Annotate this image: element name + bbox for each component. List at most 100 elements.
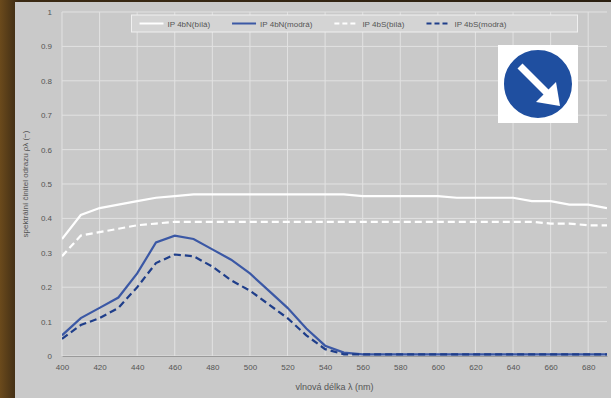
x-tick-label: 500: [244, 363, 258, 372]
grid-line-x: [212, 12, 213, 356]
x-tick-label: 520: [281, 363, 295, 372]
series-line: [62, 222, 607, 256]
grid-line-x: [362, 12, 363, 356]
grid-line-y: [62, 12, 607, 13]
x-tick: 500: [244, 356, 258, 372]
x-axis-line: [63, 356, 608, 357]
grid-line-x: [174, 12, 175, 356]
y-tick: 0.6: [41, 146, 62, 155]
grid-line-x: [437, 12, 438, 356]
grid-line-y: [62, 356, 607, 357]
y-tick: 0.3: [41, 249, 62, 258]
y-tick-label: 0.8: [41, 77, 53, 86]
grid-line-x: [62, 12, 63, 356]
x-tick: 580: [394, 356, 408, 372]
grid-line-y: [62, 184, 607, 185]
grid-line-y: [62, 149, 607, 150]
legend-label: IP 4bN(bílá): [168, 20, 211, 29]
series-line: [62, 255, 607, 355]
x-tick-label: 620: [469, 363, 483, 372]
y-tick: 0.1: [41, 318, 62, 327]
series-line: [62, 194, 607, 239]
y-axis: 0 0.1 0.2 0.3 0.4 0.5 0.6 0.7 0.8 0.9 1: [41, 8, 63, 361]
x-tick: 520: [281, 356, 295, 372]
y-tick-label: 0: [48, 352, 53, 361]
grid-line-x: [99, 12, 100, 356]
grid-line-x: [249, 12, 250, 356]
legend-swatch: [232, 23, 256, 25]
grid: [62, 12, 607, 356]
x-tick: 560: [357, 356, 371, 372]
y-tick: 0.8: [41, 77, 62, 86]
sign-circle: [503, 49, 573, 119]
legend: IP 4bN(bílá) IP 4bN(modrá) IP 4bS(bílá) IP …: [132, 15, 578, 32]
y-tick: 0.7: [41, 111, 62, 120]
y-tick-label: 0.9: [41, 42, 53, 51]
x-axis: 400 420 440 460 480 500 520 540 560 580 600 620 640 6…: [56, 356, 608, 372]
y-axis-line: [62, 13, 63, 357]
x-tick-label: 460: [169, 363, 183, 372]
grid-line-x: [400, 12, 401, 356]
legend-swatch: [426, 23, 450, 25]
x-tick: 420: [93, 356, 107, 372]
sign-icon: [498, 45, 578, 123]
grid-line-y: [62, 252, 607, 253]
x-tick-label: 660: [544, 363, 558, 372]
legend-label: IP 4bS(bílá): [362, 20, 404, 29]
x-tick: 660: [544, 356, 558, 372]
x-tick-label: 440: [131, 363, 145, 372]
x-tick: 540: [319, 356, 333, 372]
grid-line-y: [62, 321, 607, 322]
x-tick: 620: [469, 356, 483, 372]
y-tick-label: 0.2: [41, 283, 53, 292]
x-tick-label: 540: [319, 363, 333, 372]
plot-area: [62, 194, 607, 354]
grid-line-x: [325, 12, 326, 356]
grid-line-x: [475, 12, 476, 356]
x-tick: 680: [582, 356, 596, 372]
grid-line-y: [62, 218, 607, 219]
grid-line-x: [287, 12, 288, 356]
legend-swatch: [140, 23, 164, 25]
series-line: [62, 236, 607, 355]
x-tick: 480: [206, 356, 220, 372]
y-axis-title: spektrální činitel odrazu ρλ (−): [21, 130, 30, 237]
legend-swatch: [334, 23, 358, 25]
x-axis-title: vlnová délka λ (nm): [295, 382, 373, 392]
y-tick: 0: [48, 352, 62, 361]
y-tick-label: 1: [48, 8, 53, 17]
legend-box: [132, 15, 578, 32]
sign-background: [498, 45, 578, 123]
y-tick-label: 0.7: [41, 111, 53, 120]
y-tick-label: 0.1: [41, 318, 53, 327]
y-tick-label: 0.3: [41, 249, 53, 258]
x-tick-label: 480: [206, 363, 220, 372]
x-tick: 640: [507, 356, 521, 372]
x-tick: 460: [169, 356, 183, 372]
x-tick: 400: [56, 356, 70, 372]
legend-label: IP 4bS(modrá): [454, 20, 506, 29]
x-tick-label: 420: [93, 363, 107, 372]
x-tick-label: 640: [507, 363, 521, 372]
y-tick: 0.4: [41, 214, 62, 223]
legend-label: IP 4bN(modrá): [260, 20, 313, 29]
x-tick-label: 560: [357, 363, 371, 372]
y-tick: 0.2: [41, 283, 62, 292]
sign-arrow-shaft: [520, 66, 548, 94]
chart-panel: [15, 2, 611, 398]
y-tick: 1: [48, 8, 62, 17]
sign-arrow-head: [536, 82, 560, 106]
grid-line-x: [137, 12, 138, 356]
x-tick-label: 400: [56, 363, 70, 372]
x-tick-label: 600: [432, 363, 446, 372]
x-tick: 600: [432, 356, 446, 372]
x-tick: 440: [131, 356, 145, 372]
x-tick-label: 680: [582, 363, 596, 372]
grid-line-x: [588, 12, 589, 356]
y-tick: 0.9: [41, 42, 62, 51]
y-tick-label: 0.5: [41, 180, 53, 189]
y-tick-label: 0.6: [41, 146, 53, 155]
chart: 400 420 440 460 480 500 520 540 560 580 600 620 640 6…: [0, 0, 611, 398]
y-tick: 0.5: [41, 180, 62, 189]
grid-line-y: [62, 287, 607, 288]
